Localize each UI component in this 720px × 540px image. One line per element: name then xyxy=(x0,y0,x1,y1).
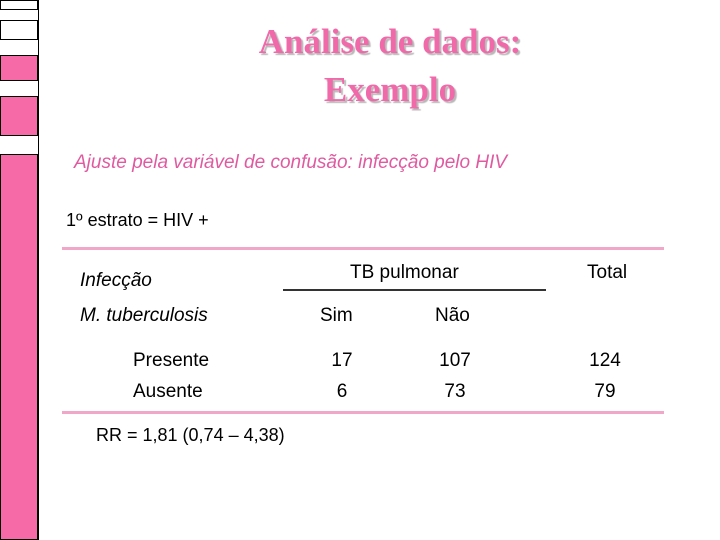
cell-ausente-nao: 73 xyxy=(444,381,466,402)
cell-ausente-total: 79 xyxy=(594,381,616,402)
cell-presente-total: 124 xyxy=(589,350,621,371)
slide-title-line1: Análise de dados: xyxy=(258,22,522,61)
row-label-presente: Presente xyxy=(133,350,210,371)
decor-square xyxy=(0,96,38,136)
col-header-sim: Sim xyxy=(320,305,353,326)
row-header-infection: Infecção xyxy=(80,270,152,291)
col-header-total: Total xyxy=(587,262,628,283)
decor-square xyxy=(0,154,38,540)
row-header-organism: M. tuberculosis xyxy=(80,305,208,326)
decorative-left-bar xyxy=(0,0,42,540)
cell-presente-sim: 17 xyxy=(331,350,353,371)
group-header-rule xyxy=(283,289,546,291)
slide-title-line2: Exemplo xyxy=(323,70,457,109)
row-label-ausente: Ausente xyxy=(133,381,203,402)
group-header-tb: TB pulmonar xyxy=(350,262,459,283)
table-bottom-rule xyxy=(62,411,664,414)
cell-presente-nao: 107 xyxy=(439,350,471,371)
relative-risk-text: RR = 1,81 (0,74 – 4,38) xyxy=(96,425,285,445)
decor-square xyxy=(0,0,38,10)
cell-ausente-sim: 6 xyxy=(336,381,348,402)
col-header-nao: Não xyxy=(435,305,470,326)
stratum-label: 1º estrato = HIV + xyxy=(66,210,209,230)
decor-square xyxy=(0,20,38,40)
decor-square xyxy=(0,55,38,81)
table-top-rule xyxy=(62,247,664,250)
slide-subtitle: Ajuste pela variável de confusão: infecç… xyxy=(74,152,508,173)
decor-divider xyxy=(38,0,39,540)
